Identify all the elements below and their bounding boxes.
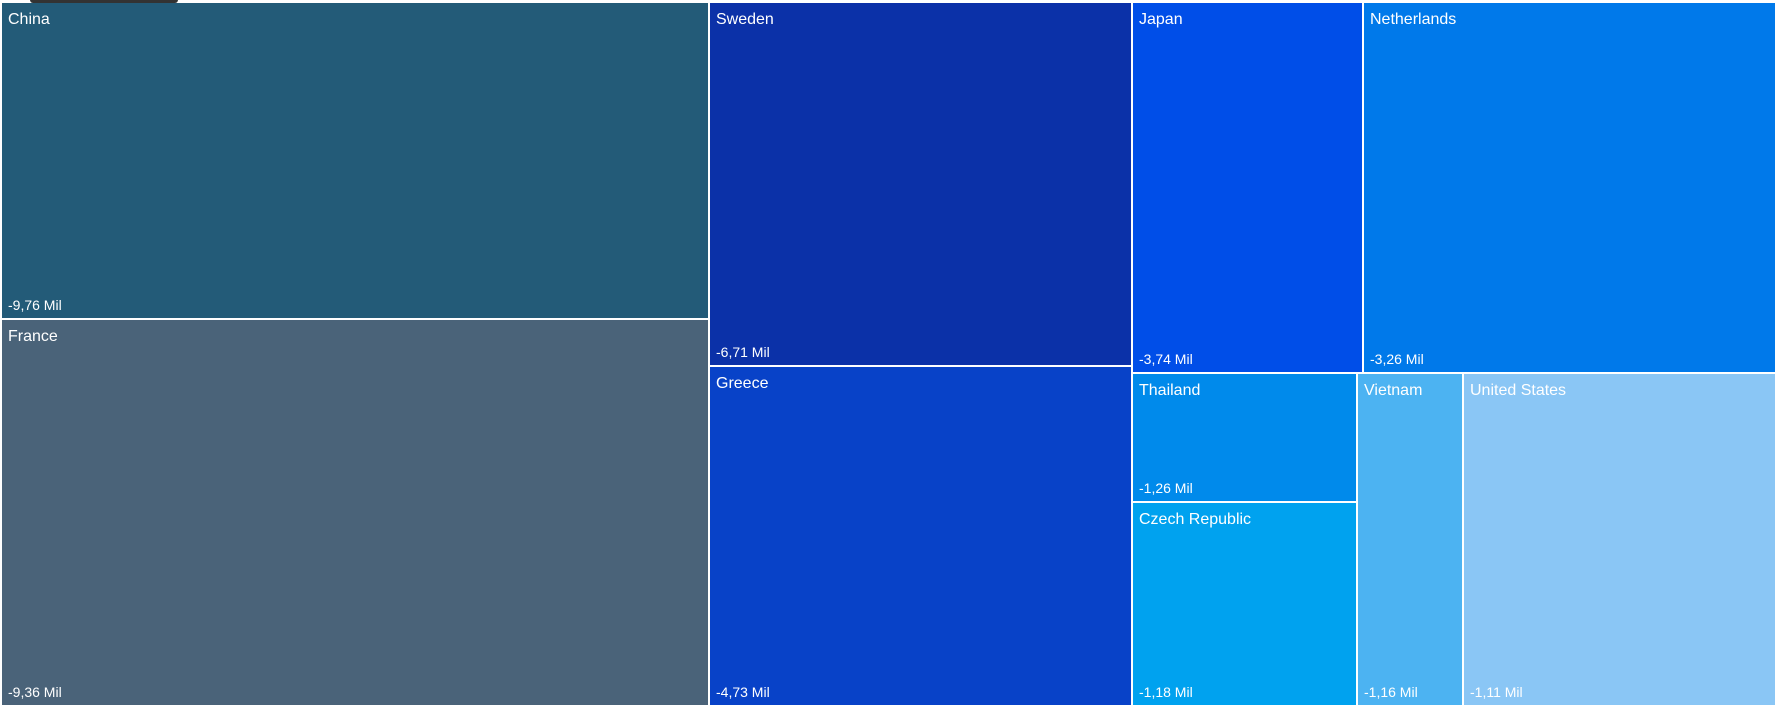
tile-value-label: -3,26 Mil	[1370, 351, 1424, 367]
treemap-tile-czech-republic[interactable]: Czech Republic -1,18 Mil	[1133, 503, 1356, 705]
treemap-tile-sweden[interactable]: Sweden -6,71 Mil	[710, 3, 1131, 365]
treemap-tile-thailand[interactable]: Thailand -1,26 Mil	[1133, 374, 1356, 501]
tab-stub	[30, 0, 178, 3]
tile-name-label: Japan	[1139, 11, 1183, 28]
tile-value-label: -3,74 Mil	[1139, 351, 1193, 367]
tile-value-label: -6,71 Mil	[716, 344, 770, 360]
treemap-tile-vietnam[interactable]: Vietnam -1,16 Mil	[1358, 374, 1462, 705]
treemap-tile-japan[interactable]: Japan -3,74 Mil	[1133, 3, 1362, 372]
treemap-chart: China -9,76 Mil France -9,36 Mil Sweden -6,71…	[2, 3, 1775, 705]
treemap-tile-greece[interactable]: Greece -4,73 Mil	[710, 367, 1131, 705]
treemap-tile-france[interactable]: France -9,36 Mil	[2, 320, 708, 705]
tile-name-label: France	[8, 328, 58, 345]
tile-value-label: -9,36 Mil	[8, 684, 62, 700]
tile-value-label: -1,18 Mil	[1139, 684, 1193, 700]
tile-name-label: China	[8, 11, 50, 28]
tile-value-label: -1,26 Mil	[1139, 480, 1193, 496]
treemap-tile-china[interactable]: China -9,76 Mil	[2, 3, 708, 318]
tile-name-label: Vietnam	[1364, 382, 1423, 399]
tile-name-label: Greece	[716, 375, 769, 392]
tile-value-label: -9,76 Mil	[8, 297, 62, 313]
tile-name-label: United States	[1470, 382, 1567, 399]
tile-name-label: Czech Republic	[1139, 511, 1252, 528]
tile-value-label: -4,73 Mil	[716, 684, 770, 700]
tile-name-label: Netherlands	[1370, 11, 1457, 28]
tile-value-label: -1,11 Mil	[1470, 684, 1523, 700]
treemap-tile-united-states[interactable]: United States -1,11 Mil	[1464, 374, 1775, 705]
treemap-tile-netherlands[interactable]: Netherlands -3,26 Mil	[1364, 3, 1775, 372]
tile-value-label: -1,16 Mil	[1364, 684, 1418, 700]
tile-name-label: Sweden	[716, 11, 774, 28]
tile-name-label: Thailand	[1139, 382, 1201, 399]
